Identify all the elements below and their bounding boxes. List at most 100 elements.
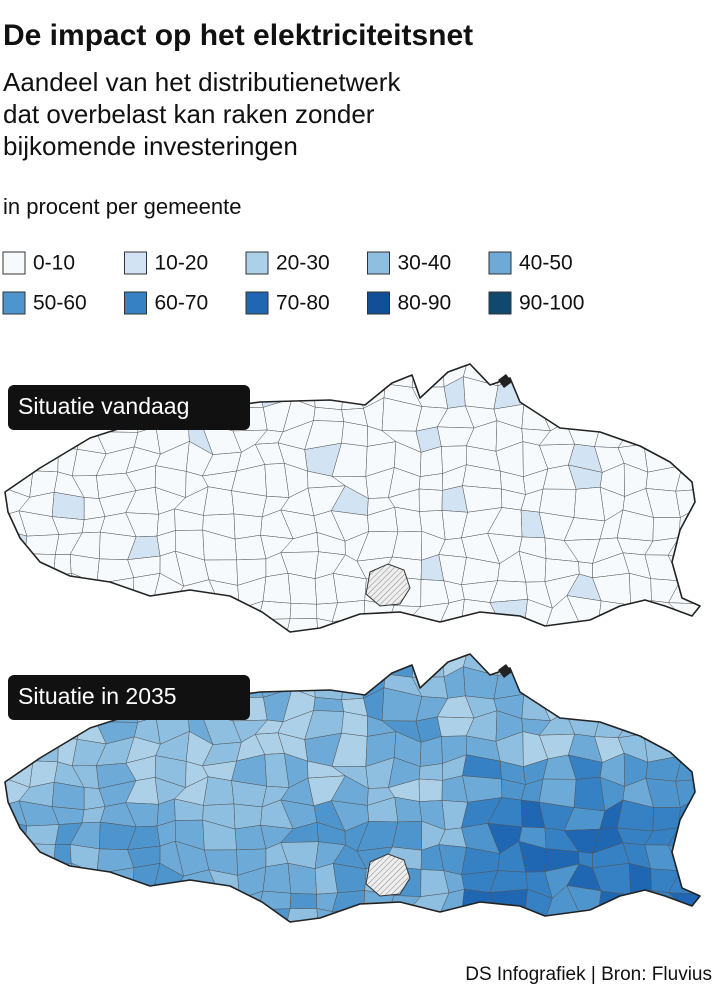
municipality bbox=[257, 890, 292, 910]
map-2035: Situatie in 2035 bbox=[4, 653, 716, 923]
municipality bbox=[642, 397, 684, 430]
municipality bbox=[650, 616, 684, 632]
municipality bbox=[694, 864, 700, 895]
municipality bbox=[257, 364, 293, 388]
municipality bbox=[694, 387, 700, 408]
municipality bbox=[568, 913, 598, 922]
municipality bbox=[591, 374, 630, 406]
legend-swatch bbox=[124, 291, 147, 315]
municipality bbox=[282, 908, 319, 922]
municipality bbox=[516, 375, 546, 406]
municipality bbox=[694, 756, 700, 780]
municipality bbox=[671, 677, 700, 701]
brussels bbox=[365, 563, 411, 607]
municipality bbox=[540, 654, 571, 672]
municipality bbox=[618, 654, 650, 668]
municipality bbox=[313, 675, 345, 700]
municipality bbox=[341, 673, 364, 700]
municipality bbox=[676, 446, 696, 468]
municipality bbox=[282, 618, 319, 632]
municipality bbox=[229, 364, 258, 389]
municipality bbox=[203, 776, 235, 806]
municipality bbox=[694, 404, 700, 430]
municipality bbox=[174, 654, 217, 677]
municipality bbox=[70, 654, 111, 678]
municipality bbox=[70, 364, 111, 388]
municipality bbox=[694, 574, 700, 605]
municipality bbox=[618, 374, 650, 403]
municipality bbox=[232, 909, 262, 922]
municipality bbox=[150, 626, 179, 632]
municipality bbox=[545, 913, 581, 922]
municipality bbox=[79, 597, 108, 625]
municipality bbox=[210, 654, 233, 679]
municipality bbox=[313, 385, 345, 410]
legend-label: 30-40 bbox=[398, 252, 452, 275]
municipality bbox=[103, 600, 135, 622]
legend-label: 90-100 bbox=[519, 292, 584, 315]
municipality bbox=[602, 364, 627, 378]
municipality bbox=[124, 621, 153, 632]
municipality bbox=[644, 844, 681, 872]
map-label: Situatie vandaag bbox=[18, 393, 189, 419]
municipality bbox=[176, 621, 208, 632]
municipality bbox=[694, 466, 700, 490]
municipality bbox=[176, 595, 217, 627]
municipality bbox=[257, 600, 292, 620]
municipality bbox=[596, 626, 631, 632]
municipality bbox=[564, 364, 604, 380]
municipality bbox=[262, 572, 292, 604]
municipality bbox=[384, 654, 416, 678]
municipality bbox=[463, 376, 499, 410]
municipality bbox=[23, 863, 54, 891]
municipality bbox=[418, 763, 443, 781]
municipality bbox=[629, 687, 645, 717]
municipality bbox=[210, 364, 233, 389]
municipality bbox=[643, 664, 681, 701]
municipality bbox=[646, 364, 681, 389]
municipality bbox=[617, 715, 645, 739]
brussels bbox=[365, 853, 411, 897]
municipality bbox=[23, 573, 54, 601]
municipality bbox=[694, 677, 700, 698]
municipality bbox=[408, 619, 444, 632]
legend-swatch bbox=[367, 291, 390, 315]
municipality bbox=[642, 715, 684, 741]
unit-label: in procent per gemeente bbox=[3, 194, 242, 219]
municipality bbox=[699, 796, 700, 829]
municipality bbox=[461, 909, 500, 922]
municipality bbox=[150, 596, 178, 628]
municipality bbox=[626, 916, 656, 922]
municipality bbox=[629, 890, 652, 920]
legend-swatch bbox=[488, 291, 512, 315]
municipality bbox=[700, 825, 716, 854]
municipality bbox=[5, 843, 33, 875]
municipality bbox=[642, 425, 684, 451]
municipality bbox=[23, 889, 58, 921]
municipality bbox=[356, 654, 388, 675]
municipality bbox=[520, 628, 555, 632]
municipality bbox=[174, 364, 217, 387]
municipality bbox=[676, 428, 700, 451]
municipality bbox=[699, 777, 700, 801]
municipality bbox=[564, 405, 603, 423]
enclave bbox=[498, 374, 512, 388]
municipality bbox=[5, 916, 29, 922]
municipality bbox=[699, 487, 700, 511]
municipality bbox=[438, 909, 468, 922]
municipality bbox=[5, 655, 34, 670]
map-label: Situatie in 2035 bbox=[18, 683, 177, 709]
legend-label: 80-90 bbox=[398, 292, 452, 315]
subtitle-line: bijkomende investeringen bbox=[3, 131, 298, 161]
municipality bbox=[257, 654, 293, 678]
municipality bbox=[150, 916, 179, 922]
municipality bbox=[232, 619, 262, 632]
municipality bbox=[80, 617, 105, 632]
municipality bbox=[176, 885, 217, 917]
municipality bbox=[133, 863, 161, 893]
municipality bbox=[258, 618, 291, 632]
municipality bbox=[573, 486, 606, 522]
municipality bbox=[618, 664, 650, 693]
municipality bbox=[411, 654, 445, 678]
municipality bbox=[23, 654, 51, 672]
